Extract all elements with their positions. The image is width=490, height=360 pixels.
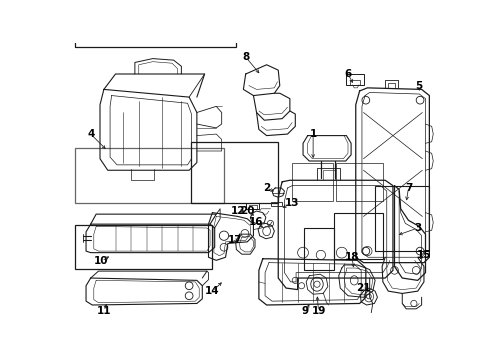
- Text: 21: 21: [356, 283, 371, 293]
- Text: 20: 20: [240, 206, 254, 216]
- Text: 4: 4: [87, 129, 95, 139]
- Text: 15: 15: [416, 250, 431, 260]
- Text: 12: 12: [231, 206, 245, 216]
- Bar: [292, 163, 333, 201]
- Text: 10: 10: [94, 256, 109, 266]
- Bar: [75, 225, 212, 269]
- Bar: [192, 142, 278, 203]
- Bar: [75, 0, 236, 47]
- Bar: [336, 163, 383, 201]
- Text: 2: 2: [263, 183, 270, 193]
- Text: 3: 3: [414, 223, 421, 233]
- Bar: [375, 186, 429, 251]
- Text: 1: 1: [310, 129, 317, 139]
- Bar: [304, 228, 334, 270]
- Bar: [270, 202, 282, 206]
- Bar: [334, 213, 383, 259]
- Text: 14: 14: [205, 286, 220, 296]
- Text: 18: 18: [344, 252, 359, 262]
- Text: 8: 8: [242, 52, 249, 62]
- Text: 13: 13: [285, 198, 299, 208]
- Bar: [245, 203, 259, 209]
- Bar: [346, 74, 364, 85]
- Text: 11: 11: [97, 306, 111, 316]
- Text: 6: 6: [344, 69, 352, 79]
- Text: 7: 7: [405, 183, 412, 193]
- Text: 19: 19: [311, 306, 326, 316]
- Text: 5: 5: [416, 81, 423, 91]
- Text: 17: 17: [227, 235, 242, 244]
- Bar: [75, 148, 224, 203]
- Text: 16: 16: [249, 217, 264, 227]
- Text: 9: 9: [302, 306, 309, 316]
